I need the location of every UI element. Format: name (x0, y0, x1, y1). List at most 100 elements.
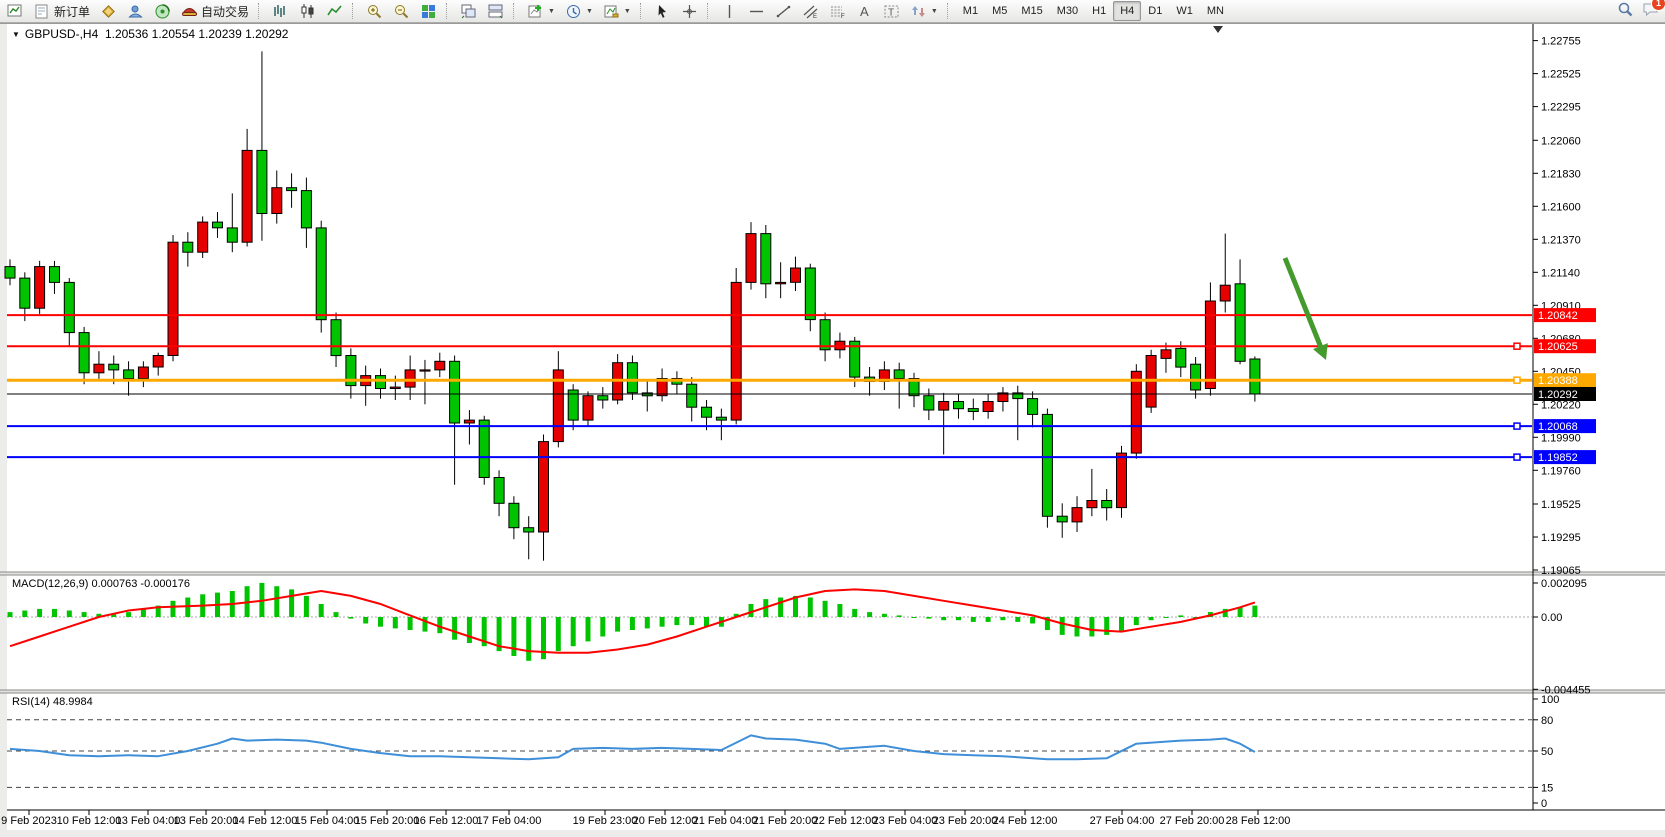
price-axis-label: 1.21370 (1541, 234, 1581, 246)
dropdown-arrow-icon[interactable]: ▼ (585, 7, 593, 15)
candle (567, 389, 579, 421)
candle (1160, 349, 1172, 359)
candle (19, 277, 31, 309)
arrange-cascade-button[interactable] (456, 0, 481, 22)
pane-divider[interactable] (0, 572, 1665, 575)
chart-window-icon[interactable] (3, 0, 28, 22)
candle (1012, 392, 1024, 400)
line-handle[interactable] (1513, 453, 1521, 461)
dropdown-arrow-icon[interactable]: ▼ (623, 7, 631, 15)
timeframe-M15-button[interactable]: M15 (1021, 5, 1043, 17)
macd-histogram-bar (1104, 617, 1110, 635)
price-badge (1534, 419, 1596, 434)
price-axis-label: 1.21140 (1541, 267, 1580, 279)
time-axis-label: 24 Feb 12:00 (993, 815, 1058, 827)
fibonacci-tool[interactable]: F (825, 0, 850, 22)
chat-icon[interactable]: 1 (1642, 0, 1665, 21)
time-axis-label: 22 Feb 12:00 (813, 815, 878, 827)
signals-icon[interactable] (150, 0, 175, 22)
dropdown-arrow-icon[interactable]: ▼ (548, 7, 555, 15)
candle (34, 266, 46, 309)
macd-histogram-bar (778, 597, 784, 617)
candle (1204, 300, 1216, 389)
macd-histogram-bar (289, 589, 295, 617)
price-badge-label: 1.20842 (1538, 310, 1578, 322)
candlestick-chart-button[interactable] (295, 0, 320, 22)
candle (93, 363, 105, 374)
macd-histogram-bar (1119, 617, 1124, 632)
macd-histogram-bar (1178, 615, 1184, 617)
window-left-frame (0, 23, 7, 837)
line-chart-button[interactable] (322, 0, 347, 22)
arrow-head[interactable] (1313, 343, 1328, 360)
candle (108, 363, 120, 371)
line-handle[interactable] (1513, 342, 1521, 350)
cursor-tool-button[interactable] (650, 0, 675, 22)
add-indicator-button[interactable]: ▼ (523, 0, 559, 22)
arrange-tile-button[interactable] (483, 0, 508, 22)
macd-histogram-bar (37, 608, 43, 617)
timeframe-M5-button[interactable]: M5 (992, 5, 1008, 17)
bar-chart-button[interactable] (268, 0, 293, 22)
template-button[interactable]: ▼ (599, 0, 635, 22)
macd-signal-line (9, 588, 1256, 654)
candle (1190, 363, 1202, 391)
toolbar-separator (446, 3, 452, 19)
macd-histogram-bar (140, 608, 146, 617)
timeframe-M1-button[interactable]: M1 (962, 5, 979, 17)
drawn-arrow[interactable] (1282, 257, 1325, 352)
horizontal-line-tool[interactable] (744, 0, 769, 22)
text-label-tool[interactable]: T (879, 0, 904, 22)
timeframe-D1-button[interactable]: D1 (1148, 5, 1163, 17)
line-handle[interactable] (1513, 422, 1521, 430)
autotrade-button[interactable]: 自动交易 (177, 0, 253, 22)
candle (226, 227, 238, 243)
period-button[interactable]: ▼ (561, 0, 597, 22)
candle (315, 227, 327, 321)
timeframe-MN-button[interactable]: MN (1206, 5, 1224, 17)
vertical-line-tool[interactable] (717, 0, 742, 22)
zoom-in-button[interactable] (362, 0, 387, 22)
line-handle[interactable] (1513, 376, 1521, 384)
zoom-out-button[interactable] (389, 0, 414, 22)
candle (375, 375, 386, 390)
time-axis-label: 27 Feb 04:00 (1090, 815, 1155, 827)
candle (745, 233, 757, 283)
timeframe-W1-button[interactable]: W1 (1176, 5, 1193, 17)
profile-icon[interactable] (123, 0, 148, 22)
search-icon[interactable] (1617, 1, 1634, 21)
macd-histogram-bar (22, 610, 28, 617)
toolbar-separator (352, 3, 358, 19)
timeframe-H1-button[interactable]: H1 (1092, 5, 1107, 17)
candle (330, 319, 342, 357)
pane-divider[interactable] (0, 690, 1665, 693)
chart-menu-icon[interactable]: ▼ (12, 30, 20, 39)
candle (419, 369, 431, 372)
chart-shift-marker[interactable] (1213, 26, 1223, 33)
macd-histogram-bar (333, 612, 339, 617)
time-axis-label: 16 Feb 12:00 (414, 815, 479, 827)
deposit-icon[interactable] (96, 0, 121, 22)
tile-windows-button[interactable] (416, 0, 441, 22)
candle (182, 241, 194, 253)
macd-histogram-bar (896, 615, 902, 617)
shapes-tool[interactable]: ▼ (906, 0, 942, 22)
chart-title: ▼ GBPUSD-,H4 1.20536 1.20554 1.20239 1.20… (12, 27, 288, 41)
macd-histogram-bar (1030, 617, 1036, 624)
price-axis-label: 1.20220 (1541, 399, 1581, 411)
price-badge-label: 1.20292 (1538, 389, 1578, 401)
new-order-button[interactable]: 新订单 (30, 0, 94, 22)
candle (389, 386, 401, 390)
dropdown-arrow-icon[interactable]: ▼ (930, 7, 938, 15)
channel-tool[interactable]: E (798, 0, 823, 22)
macd-histogram-bar (956, 617, 961, 621)
price-axis-label: 1.19990 (1541, 432, 1581, 444)
price-badge-label: 1.19852 (1538, 452, 1578, 464)
price-badge (1534, 373, 1596, 388)
timeframe-M30-button[interactable]: M30 (1056, 5, 1079, 17)
trendline-tool[interactable] (771, 0, 796, 22)
crosshair-tool-button[interactable] (677, 0, 702, 22)
timeframe-H4-button[interactable]: H4 (1113, 1, 1142, 21)
candle (463, 419, 475, 424)
text-tool[interactable]: A (852, 0, 877, 22)
